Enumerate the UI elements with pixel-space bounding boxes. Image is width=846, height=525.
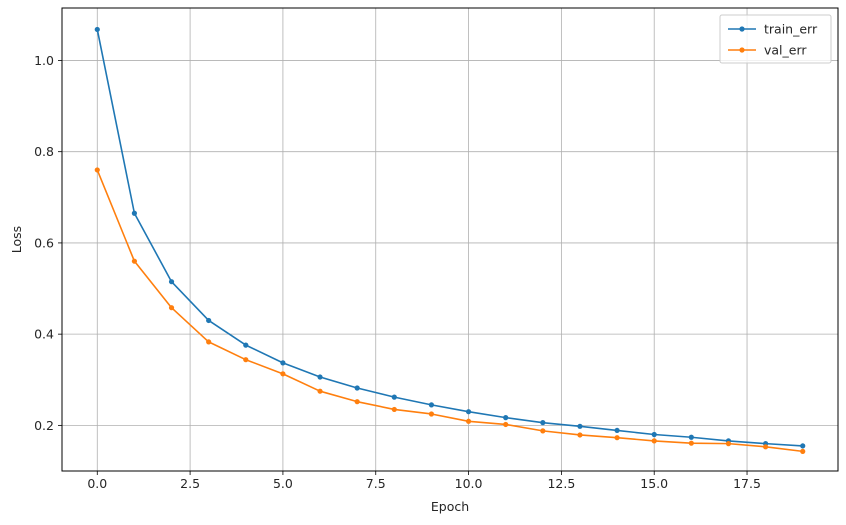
x-tick-label: 0.0 — [87, 476, 107, 491]
x-tick-label: 7.5 — [366, 476, 386, 491]
data-point-train_err — [243, 342, 249, 348]
legend-label-val_err: val_err — [764, 43, 807, 58]
legend-label-train_err: train_err — [764, 22, 818, 37]
legend-box — [719, 14, 832, 64]
data-point-train_err — [800, 443, 806, 449]
data-point-val_err — [800, 448, 806, 454]
series-line-train_err — [96, 29, 803, 447]
y-tick-label: 0.8 — [34, 144, 54, 159]
data-point-val_err — [391, 406, 397, 413]
legend-marker-val_err — [739, 47, 745, 53]
y-tick-label: 0.2 — [34, 418, 54, 433]
data-point-val_err — [614, 435, 620, 441]
tick-labels: 0.0 2.5 5.0 7.5 10.0 12.5 15.0 17.5 0.2 0.4 0.6 0.8… — [34, 53, 761, 491]
data-point-train_err — [428, 402, 435, 408]
plot-frame — [61, 7, 839, 472]
data-point-train_err — [131, 210, 138, 216]
data-point-val_err — [317, 388, 323, 394]
data-point-val_err — [465, 418, 472, 424]
data-point-val_err — [651, 438, 657, 444]
legend-marker-train_err — [739, 26, 745, 32]
x-tick-label: 10.0 — [455, 476, 483, 491]
data-point-train_err — [317, 374, 323, 380]
data-point-train_err — [577, 423, 583, 429]
legend-entries: train_err val_err — [728, 22, 818, 58]
data-point-train_err — [280, 360, 286, 366]
x-tick-label: 12.5 — [547, 476, 575, 491]
data-point-train_err — [688, 434, 694, 440]
y-tick-label: 0.4 — [34, 327, 54, 342]
data-point-val_err — [503, 421, 509, 428]
data-point-val_err — [131, 258, 138, 264]
data-point-train_err — [206, 317, 212, 324]
data-point-train_err — [540, 420, 546, 426]
data-point-val_err — [725, 441, 732, 447]
series-layer — [94, 26, 806, 454]
x-tick-label: 2.5 — [180, 476, 200, 491]
data-point-train_err — [614, 427, 620, 434]
x-tick-label: 17.5 — [733, 476, 761, 491]
x-tick-label: 15.0 — [640, 476, 668, 491]
y-tick-label: 0.6 — [34, 235, 54, 250]
data-point-val_err — [688, 440, 694, 446]
data-point-train_err — [651, 431, 657, 438]
data-point-val_err — [428, 411, 435, 417]
data-point-val_err — [762, 444, 769, 450]
tick-marks — [58, 60, 748, 475]
legend: train_err val_err — [719, 14, 832, 64]
data-point-train_err — [503, 415, 509, 421]
data-point-train_err — [94, 26, 100, 33]
x-axis-label: Epoch — [431, 499, 469, 514]
data-point-val_err — [354, 399, 360, 405]
data-point-val_err — [540, 428, 546, 434]
data-point-val_err — [94, 167, 100, 173]
data-point-val_err — [206, 339, 212, 345]
data-point-val_err — [280, 371, 286, 377]
data-point-train_err — [168, 279, 175, 285]
x-tick-label: 5.0 — [273, 476, 293, 491]
series-line-val_err — [96, 169, 803, 453]
data-point-train_err — [354, 385, 360, 391]
data-point-val_err — [577, 432, 583, 438]
data-point-train_err — [465, 409, 472, 415]
y-tick-label: 1.0 — [34, 53, 54, 68]
data-point-train_err — [391, 394, 397, 400]
grid-lines — [62, 8, 838, 471]
y-axis-label: Loss — [9, 226, 24, 253]
data-point-val_err — [243, 357, 249, 363]
data-point-val_err — [168, 305, 175, 311]
